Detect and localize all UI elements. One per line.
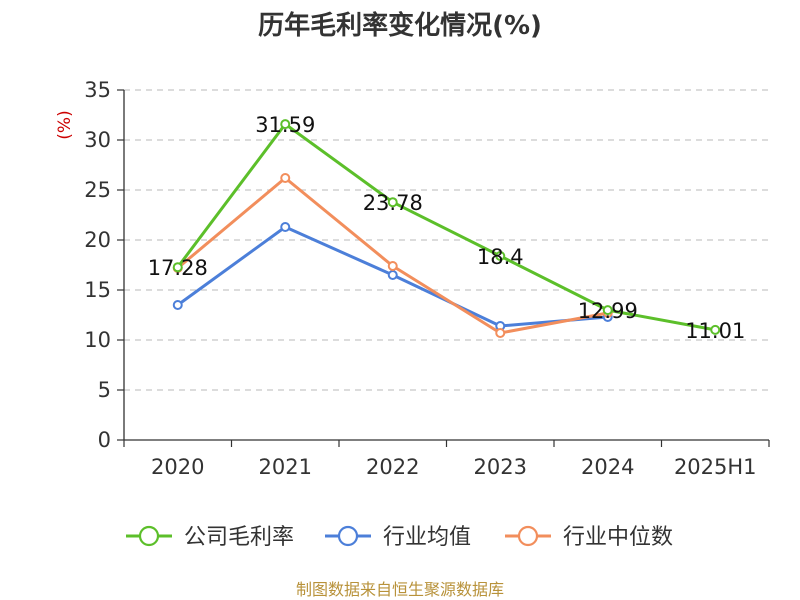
data-point bbox=[602, 305, 613, 316]
x-tick-label: 2023 bbox=[474, 455, 527, 479]
data-labels: 17.28 31.59 23.78 18.4 12.99 11.01 bbox=[148, 113, 746, 343]
data-point bbox=[280, 119, 291, 130]
legend-marker bbox=[337, 525, 359, 547]
legend-marker bbox=[138, 525, 160, 547]
y-tick-label: 15 bbox=[84, 278, 111, 302]
data-point bbox=[387, 261, 398, 271]
data-label: 11.01 bbox=[685, 319, 745, 343]
data-point bbox=[387, 197, 398, 208]
legend-label: 行业中位数 bbox=[563, 525, 673, 550]
y-axis-ticks: 0 5 10 15 20 25 30 35 bbox=[84, 78, 124, 452]
series-line bbox=[176, 122, 716, 332]
data-point bbox=[172, 300, 183, 310]
data-point bbox=[280, 173, 291, 183]
data-label: 31.59 bbox=[255, 113, 315, 137]
x-tick-label: 2025H1 bbox=[674, 455, 757, 479]
y-tick-label: 5 bbox=[98, 378, 111, 402]
y-tick-label: 30 bbox=[84, 128, 111, 152]
data-point bbox=[387, 270, 398, 280]
data-label: 17.28 bbox=[148, 256, 208, 280]
y-tick-label: 35 bbox=[84, 78, 111, 102]
y-tick-label: 25 bbox=[84, 178, 111, 202]
y-tick-label: 20 bbox=[84, 228, 111, 252]
data-point bbox=[710, 324, 721, 335]
x-tick-label: 2024 bbox=[581, 455, 634, 479]
y-tick-label: 10 bbox=[84, 328, 111, 352]
data-label: 18.4 bbox=[477, 245, 524, 269]
data-point bbox=[495, 251, 506, 261]
legend: 公司毛利率 行业均值 行业中位数 bbox=[126, 525, 673, 550]
data-point bbox=[280, 222, 291, 232]
chart-title: 历年毛利率变化情况(%) bbox=[258, 10, 542, 41]
legend-label: 行业均值 bbox=[383, 525, 471, 550]
x-tick-label: 2022 bbox=[366, 455, 419, 479]
data-label: 23.78 bbox=[363, 191, 423, 215]
grid-lines bbox=[124, 89, 769, 391]
source-note: 制图数据来自恒生聚源数据库 bbox=[296, 580, 504, 599]
x-tick-label: 2020 bbox=[151, 455, 204, 479]
series-group bbox=[172, 119, 721, 338]
data-label: 12.99 bbox=[578, 299, 638, 323]
legend-marker bbox=[517, 525, 539, 547]
legend-label: 公司毛利率 bbox=[184, 525, 294, 550]
x-axis-ticks: 2020 2021 2022 2023 2024 2025H1 bbox=[123, 440, 770, 479]
y-axis-unit-label: (%) bbox=[55, 110, 75, 139]
data-point bbox=[172, 262, 183, 273]
data-point bbox=[495, 328, 506, 338]
x-tick-label: 2021 bbox=[259, 455, 312, 479]
y-tick-label: 0 bbox=[98, 428, 111, 452]
axes bbox=[123, 90, 769, 441]
